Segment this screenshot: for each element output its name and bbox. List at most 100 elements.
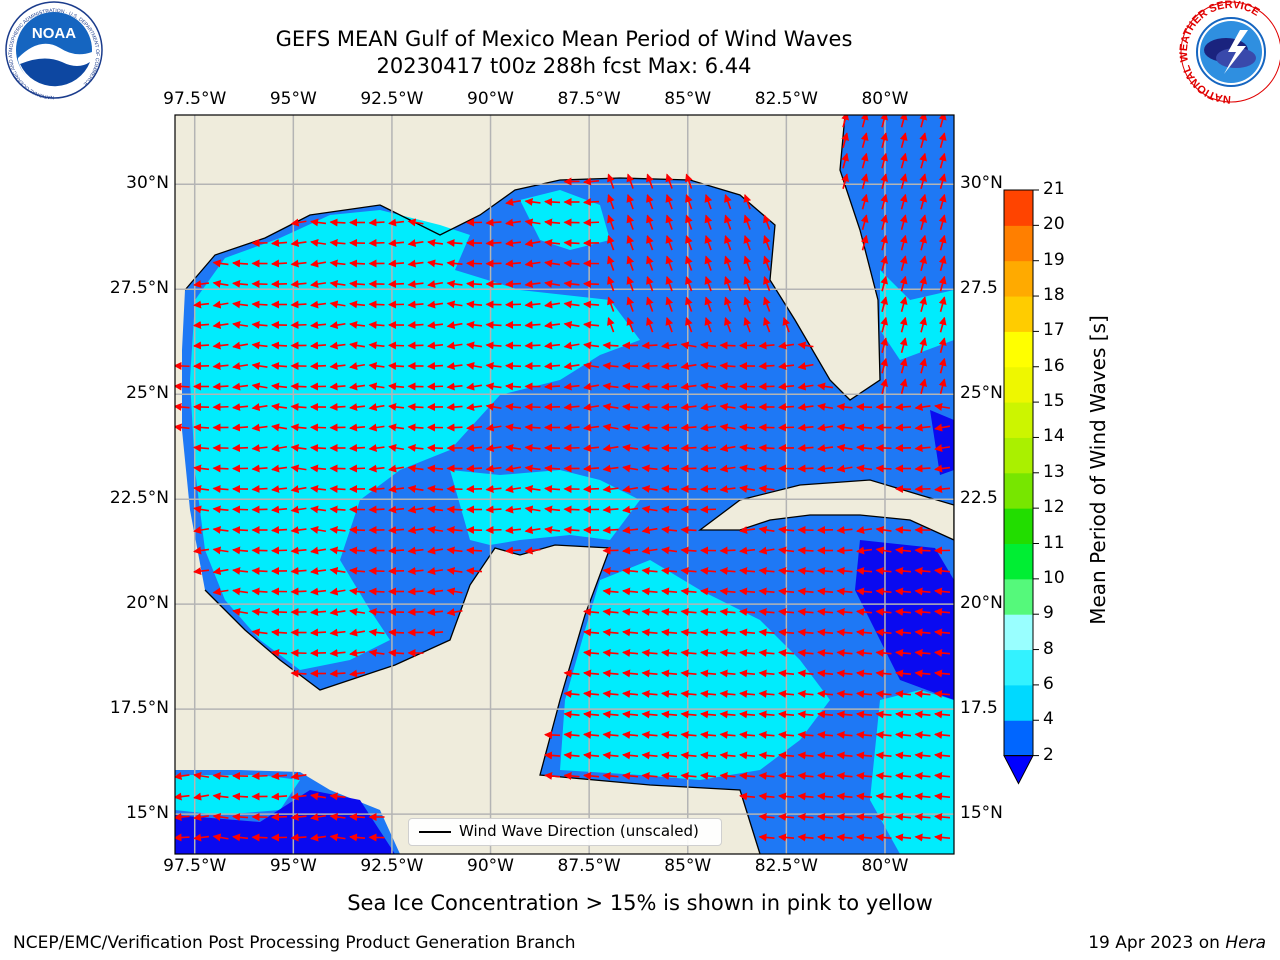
wave-arrow [524, 484, 541, 493]
wave-arrow [329, 649, 346, 658]
wave-arrow [329, 279, 346, 288]
wave-arrow [193, 280, 210, 289]
wave-arrow [743, 317, 752, 333]
lon-tick-label: 80°W [861, 856, 909, 876]
wave-arrow [563, 423, 580, 432]
wave-arrow [290, 402, 307, 411]
wave-arrow [193, 484, 210, 493]
wave-arrow [607, 194, 615, 210]
wave-arrow [271, 341, 288, 350]
wave-arrow [841, 173, 849, 189]
wave-arrow [661, 382, 678, 391]
wave-arrow [329, 525, 346, 534]
wave-arrow [563, 669, 580, 678]
wave-arrow [563, 403, 580, 412]
wave-arrow [271, 485, 288, 494]
wave-arrow [602, 771, 619, 780]
wave-arrow [232, 382, 249, 391]
wave-arrow [251, 628, 268, 637]
wave-arrow [212, 525, 229, 534]
wave-arrow [271, 239, 288, 248]
wave-arrow [919, 296, 927, 312]
wave-arrow [271, 259, 288, 268]
wave-arrow [310, 362, 327, 371]
wave-arrow [329, 321, 346, 330]
wave-arrow [626, 317, 635, 333]
wave-arrow [641, 341, 658, 350]
colorbar-segment [1004, 437, 1033, 474]
wave-arrow [646, 235, 654, 251]
wave-arrow [934, 751, 951, 760]
wave-arrow [232, 300, 249, 309]
wave-arrow [899, 316, 908, 333]
wave-arrow [836, 607, 853, 616]
wave-arrow [505, 526, 522, 535]
wave-arrow [778, 587, 795, 596]
wave-arrow [349, 464, 366, 473]
wave-arrow [719, 751, 736, 760]
wave-arrow [563, 382, 580, 391]
wave-arrow [778, 607, 795, 616]
wave-arrow [251, 279, 268, 288]
wave-arrow [524, 321, 541, 330]
wave-arrow [934, 812, 951, 821]
wave-arrow [602, 526, 619, 535]
colorbar-tick-label: 11 [1043, 532, 1065, 553]
wave-arrow [544, 484, 561, 493]
wave-arrow [895, 771, 912, 780]
wave-arrow [485, 423, 502, 432]
wave-arrow [860, 193, 869, 210]
wave-arrow [524, 402, 541, 411]
wave-arrow [875, 607, 892, 616]
wave-arrow [368, 485, 385, 494]
wave-arrow [505, 218, 522, 227]
wave-arrow [934, 607, 951, 616]
colorbar-tick-label: 9 [1043, 603, 1054, 624]
wave-arrow [583, 607, 600, 616]
wave-arrow [680, 587, 697, 596]
wave-arrow [661, 484, 678, 493]
wave-arrow [212, 341, 229, 350]
wave-arrow [778, 362, 795, 371]
wave-arrow [758, 443, 775, 452]
wave-arrow [895, 628, 912, 637]
wave-arrow [290, 669, 307, 678]
wave-arrow [875, 751, 892, 760]
wave-arrow [368, 320, 385, 329]
wave-arrow [719, 607, 736, 616]
wave-arrow [251, 423, 268, 432]
wave-arrow [836, 792, 853, 801]
wave-arrow [175, 423, 190, 432]
wave-arrow [724, 255, 732, 271]
wave-arrow [212, 771, 229, 780]
wave-arrow [271, 402, 288, 411]
wave-arrow [680, 628, 697, 637]
wave-arrow [856, 464, 873, 473]
wave-arrow [641, 526, 658, 535]
lat-tick-label: 17.5°N [109, 698, 169, 719]
wave-arrow [641, 751, 658, 760]
wave-arrow [626, 276, 635, 292]
wave-arrow [704, 235, 713, 251]
colorbar-segment [1004, 366, 1033, 403]
wave-arrow [778, 546, 795, 555]
wave-arrow [193, 341, 210, 350]
wave-arrow [427, 546, 444, 555]
wave-arrow [602, 730, 619, 739]
wave-arrow [232, 362, 249, 371]
wave-arrow [407, 526, 424, 535]
colorbar-tick-label: 8 [1043, 638, 1054, 659]
wave-arrow [271, 792, 288, 801]
wave-arrow [251, 300, 268, 309]
wave-arrow [724, 317, 732, 333]
wave-arrow [661, 669, 678, 678]
wave-arrow [758, 669, 775, 678]
wave-arrow [626, 296, 635, 312]
wave-arrow [446, 300, 463, 309]
wave-arrow [641, 423, 658, 432]
wave-arrow [329, 259, 346, 268]
map-subtitle: 20230417 t00z 288h fcst Max: 6.44 [376, 54, 752, 78]
wave-arrow [938, 234, 947, 251]
wave-arrow [797, 341, 814, 350]
lat-tick-label: 30°N [960, 173, 1003, 194]
